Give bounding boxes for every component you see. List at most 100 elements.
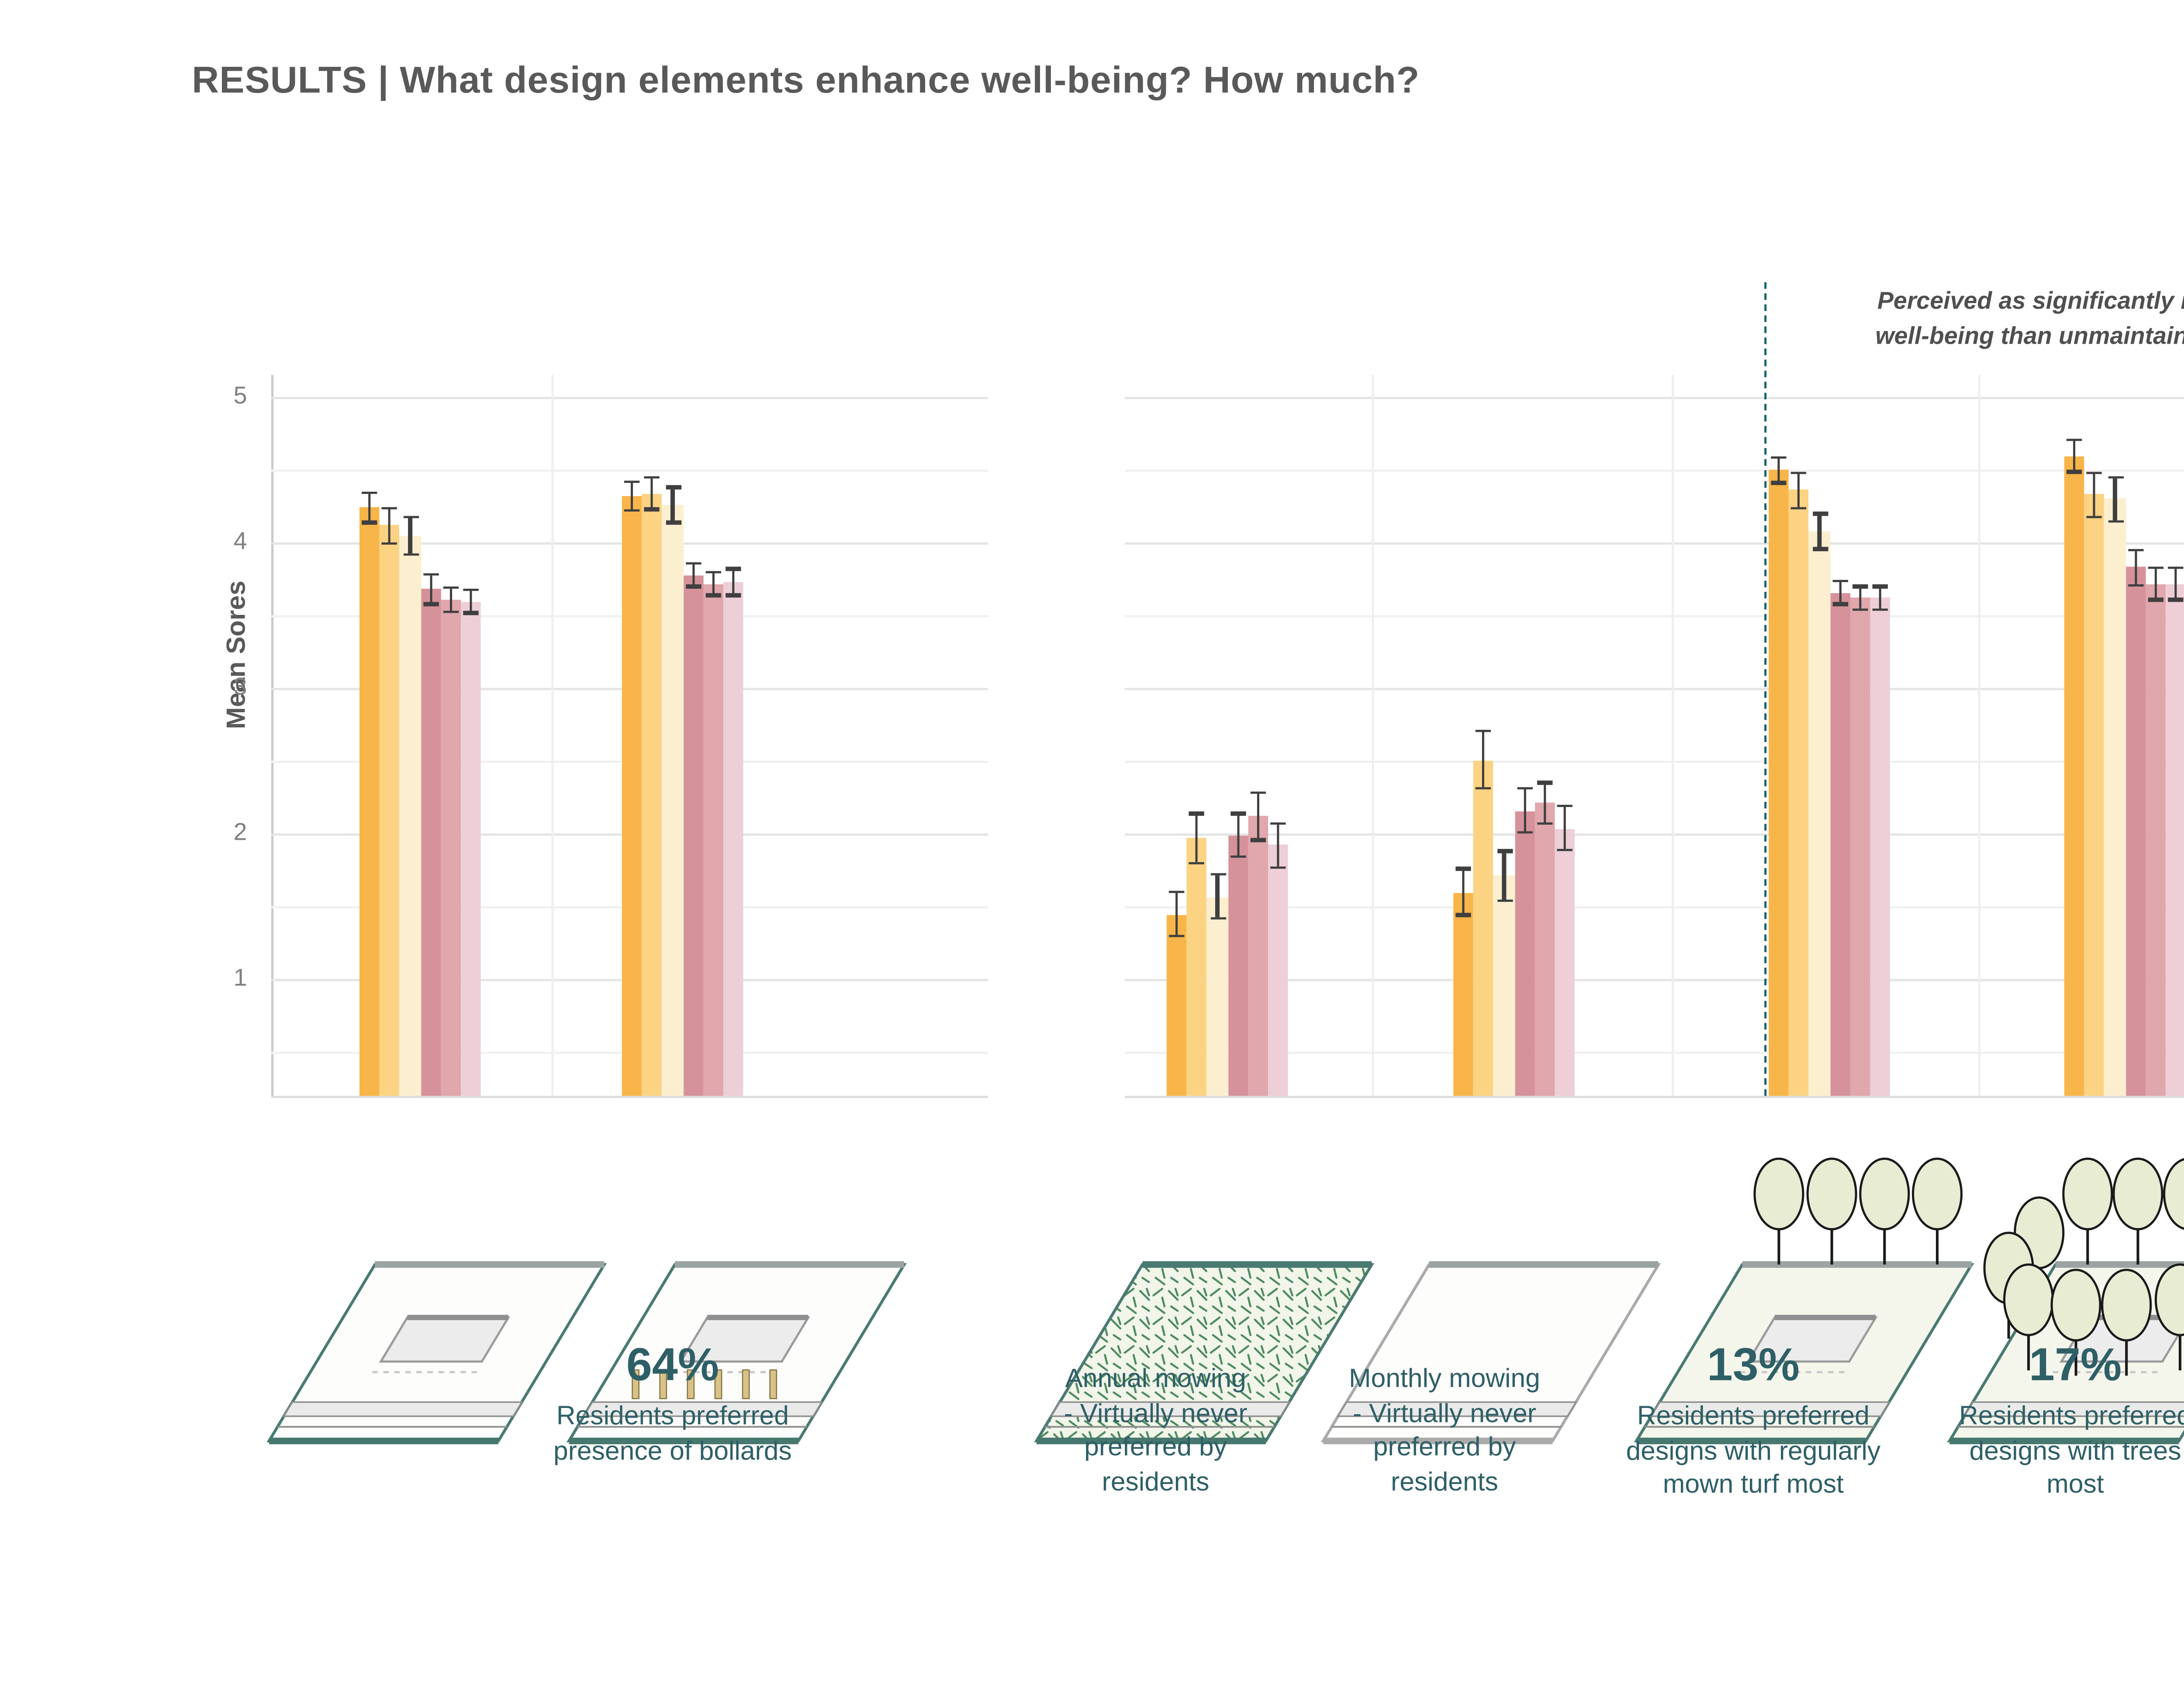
caption-percent: 17%	[2029, 1340, 2122, 1391]
bar-interactions-with-neighbors	[2145, 583, 2166, 1096]
bar-improvement-of-mental-health	[1227, 835, 1248, 1096]
error-bar	[362, 492, 377, 495]
error-bar	[1496, 849, 1512, 853]
caption-line: Annual mowing	[1065, 1363, 1246, 1394]
caption-line: mown turf most	[1662, 1468, 1844, 1500]
bar-cared	[1453, 892, 1474, 1096]
bar-improvement-of-mental-health	[420, 589, 441, 1096]
error-bar	[1502, 851, 1506, 901]
gridline-major	[1124, 979, 2184, 982]
bar-cared	[2064, 455, 2085, 1096]
error-bar	[382, 506, 398, 510]
error-bar	[624, 480, 640, 483]
gridline-minor	[271, 470, 988, 473]
error-bar	[1270, 866, 1286, 869]
error-bar	[1175, 892, 1178, 936]
error-bar	[1216, 874, 1219, 918]
error-bar	[1169, 934, 1185, 938]
error-bar	[1543, 783, 1546, 824]
page-title: RESULTS | What design elements enhance w…	[192, 59, 1420, 102]
bar-interactions-with-neighbors	[440, 600, 461, 1096]
error-bar	[1537, 822, 1552, 825]
bar-likelihood-to-walk-in-the-neighborhood	[1870, 598, 1890, 1096]
error-bar	[402, 553, 418, 556]
y-axis-line	[271, 375, 274, 1096]
error-bar	[2067, 438, 2082, 441]
error-bar	[732, 569, 735, 595]
error-bar	[1791, 471, 1807, 475]
bar-attractive	[1494, 876, 1514, 1096]
caption-line: designs with regularly	[1626, 1434, 1881, 1466]
bar-likelihood-to-walk-in-the-neighborhood	[723, 582, 744, 1096]
error-bar	[2127, 549, 2143, 552]
y-tick-label: 2	[233, 821, 247, 847]
error-bar	[1476, 729, 1492, 732]
lot-icon-bollards	[566, 1038, 922, 1445]
error-bar	[1276, 824, 1280, 868]
error-bar	[443, 586, 459, 590]
caption-block: Monthly mowing - Virtually never preferred…	[1235, 1363, 1654, 1499]
error-bar	[1797, 473, 1801, 508]
error-bar	[463, 588, 479, 591]
error-bar	[726, 593, 741, 597]
error-bar	[1791, 506, 1807, 510]
error-bar	[1873, 585, 1888, 588]
error-bar	[1462, 869, 1465, 916]
caption-block: Annual mowing - Virtually never preferred …	[946, 1363, 1365, 1499]
error-bar	[408, 517, 412, 555]
gridline-major	[1124, 834, 2184, 836]
gridline-major	[271, 397, 988, 400]
error-bar	[463, 611, 479, 614]
error-bar	[2107, 519, 2123, 523]
dashed-separator-significant	[1764, 282, 1767, 1096]
bar-attractive	[400, 535, 421, 1096]
error-bar	[443, 610, 459, 613]
gridline-vertical	[551, 375, 554, 1096]
error-bar	[665, 521, 681, 524]
annotation-line: well-being than unmaintained vacant lot …	[1875, 323, 2184, 350]
bar-likelihood-to-walk-in-the-neighborhood	[1555, 828, 1575, 1096]
error-bar	[429, 575, 432, 604]
error-bar	[1169, 890, 1185, 894]
error-bar	[1455, 914, 1472, 917]
error-bar	[685, 585, 701, 588]
gridline-minor	[1124, 907, 2184, 909]
error-bar	[1811, 547, 1828, 550]
bar-interactions-with-neighbors	[703, 583, 723, 1096]
error-bar	[1858, 586, 1862, 610]
bar-interactions-with-neighbors	[1534, 803, 1555, 1096]
error-bar	[422, 573, 439, 576]
error-bar	[712, 572, 715, 595]
bar-improvement-of-mental-health	[2125, 567, 2146, 1096]
error-bar	[1852, 608, 1868, 611]
error-bar	[1537, 781, 1552, 785]
bar-panel-bollards	[271, 375, 988, 1098]
gridline-minor	[1124, 470, 2184, 473]
caption-block: 17% Residents preferred designs with trees…	[1866, 1341, 2184, 1503]
caption-line: Residents preferred	[556, 1400, 789, 1431]
error-bar	[2174, 567, 2177, 600]
y-tick-label: 4	[233, 529, 247, 556]
error-bar	[422, 602, 439, 606]
caption-line: preferred by	[1084, 1431, 1227, 1462]
bar-improvement-of-mental-health	[1829, 592, 1850, 1096]
error-bar	[449, 588, 453, 611]
error-bar	[1557, 804, 1573, 808]
lot-icon-turf	[1634, 1038, 1989, 1445]
error-bar	[705, 593, 721, 597]
gridline-minor	[1124, 1052, 2184, 1055]
bar-improvement-of-mental-health	[683, 575, 703, 1096]
error-bar	[1563, 806, 1567, 850]
error-bar	[1771, 455, 1787, 459]
error-bar	[624, 509, 640, 513]
gridline-vertical	[1978, 375, 1981, 1096]
bar-interactions-with-neighbors	[1248, 816, 1268, 1096]
error-bar	[1455, 867, 1472, 870]
error-bar	[1496, 899, 1512, 903]
bar-attractive	[1809, 531, 1830, 1096]
bar-safe	[642, 493, 663, 1096]
error-bar	[2073, 439, 2076, 472]
caption-line: - Virtually never	[1353, 1397, 1537, 1428]
y-axis-label: Mean Sores	[220, 580, 252, 729]
